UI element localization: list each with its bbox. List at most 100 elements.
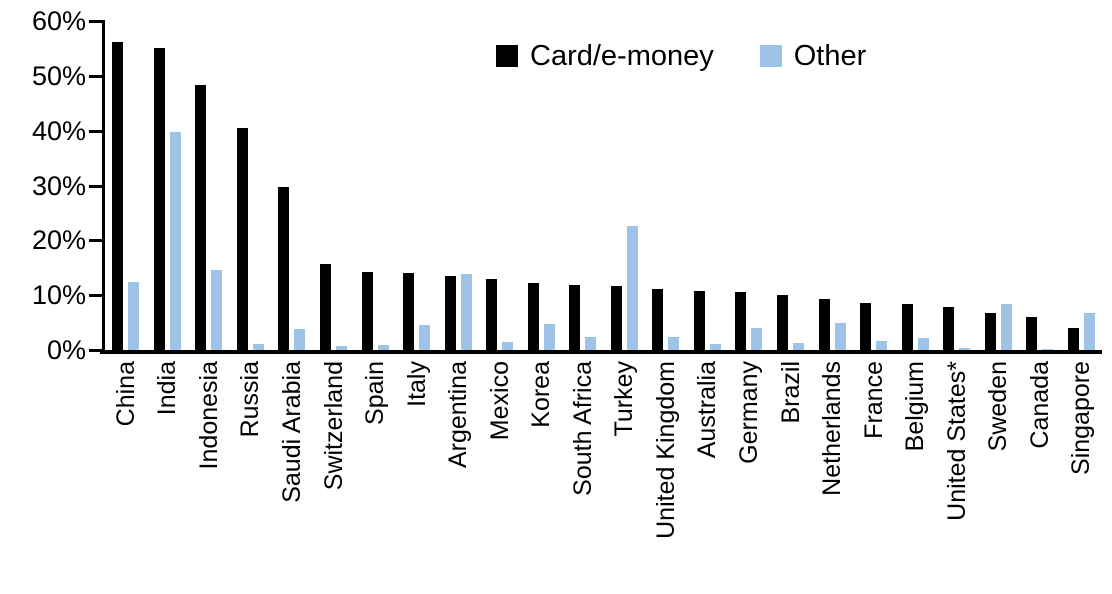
x-axis-label: Belgium — [901, 361, 930, 452]
bar-other-singapore — [1084, 313, 1095, 350]
x-axis-label: Sweden — [984, 361, 1013, 452]
y-tick-mark — [89, 349, 105, 352]
bar-other-united-kingdom — [668, 337, 679, 350]
bar-card-e-money-turkey — [611, 286, 622, 350]
x-label-cell: United Kingdom — [645, 361, 687, 591]
bar-other-south-africa — [585, 337, 596, 350]
x-label-cell: Russia — [230, 361, 272, 591]
x-axis-label: Singapore — [1067, 361, 1096, 475]
x-label-cell: South Africa — [562, 361, 604, 591]
bar-card-e-money-indonesia — [195, 85, 206, 350]
x-label-cell: Turkey — [604, 361, 646, 591]
x-axis-label: Netherlands — [818, 361, 847, 496]
y-tick-mark — [89, 294, 105, 298]
bar-other-argentina — [461, 274, 472, 350]
bar-other-france — [876, 341, 887, 350]
bar-card-e-money-sweden — [985, 313, 996, 350]
bar-other-australia — [710, 344, 721, 350]
x-label-cell: India — [147, 361, 189, 591]
legend-label: Card/e-money — [530, 40, 714, 72]
x-axis-label: Indonesia — [194, 361, 223, 470]
bar-card-e-money-mexico — [486, 279, 497, 350]
y-tick-label: 50% — [31, 60, 86, 91]
bar-card-e-money-brazil — [777, 295, 788, 350]
other-swatch-icon — [759, 45, 782, 67]
y-axis-line — [102, 21, 105, 354]
x-label-cell: Mexico — [479, 361, 521, 591]
bar-card-e-money-australia — [694, 291, 705, 350]
bar-other-spain — [378, 345, 389, 350]
y-tick-mark — [89, 74, 105, 78]
y-tick-label: 20% — [31, 225, 86, 256]
x-axis-line — [100, 350, 1102, 354]
x-axis-label: Spain — [361, 361, 390, 425]
bar-card-e-money-singapore — [1068, 328, 1079, 350]
bar-card-e-money-korea — [528, 283, 539, 350]
x-label-cell: Germany — [728, 361, 770, 591]
bar-other-korea — [544, 324, 555, 350]
x-axis-label: United Kingdom — [651, 361, 680, 539]
x-axis-label: Argentina — [444, 361, 473, 469]
bar-card-e-money-russia — [237, 128, 248, 350]
bar-other-italy — [419, 325, 430, 350]
bar-card-e-money-spain — [362, 272, 373, 350]
x-label-cell: Spain — [354, 361, 396, 591]
x-axis-label: United States* — [942, 361, 971, 521]
legend-item-card-e-money: Card/e-money — [496, 40, 714, 72]
x-axis-label: Mexico — [485, 361, 514, 441]
x-label-cell: Belgium — [894, 361, 936, 591]
x-axis-label: Italy — [402, 361, 431, 407]
bar-other-germany — [751, 328, 762, 350]
bar-card-e-money-switzerland — [320, 264, 331, 350]
legend-label: Other — [793, 40, 867, 72]
x-axis-label: Saudi Arabia — [277, 361, 306, 503]
x-axis-label: Korea — [527, 361, 556, 428]
bar-card-e-money-france — [860, 303, 871, 350]
bar-other-canada — [1042, 349, 1053, 350]
y-tick-mark — [89, 184, 105, 188]
x-axis-label: South Africa — [568, 361, 597, 496]
x-axis-label: Germany — [734, 361, 763, 464]
x-label-cell: Netherlands — [811, 361, 853, 591]
x-label-cell: Australia — [687, 361, 729, 591]
bar-other-mexico — [502, 342, 513, 350]
legend: Card/e-money Other — [496, 40, 866, 72]
x-label-cell: Italy — [396, 361, 438, 591]
x-label-cell: Brazil — [770, 361, 812, 591]
x-label-cell: Canada — [1019, 361, 1061, 591]
x-axis-label: India — [153, 361, 182, 416]
x-axis-label: Canada — [1025, 361, 1054, 449]
x-label-cell: Argentina — [437, 361, 479, 591]
x-label-cell: Korea — [520, 361, 562, 591]
y-tick-mark — [89, 239, 105, 243]
bar-other-belgium — [918, 338, 929, 350]
bar-card-e-money-belgium — [902, 304, 913, 350]
x-axis-label: Switzerland — [319, 361, 348, 491]
bar-other-united-states- — [959, 348, 970, 350]
x-axis-label: Brazil — [776, 361, 805, 424]
bar-other-sweden — [1001, 304, 1012, 350]
x-axis-label: Turkey — [610, 361, 639, 437]
card-e-money-swatch-icon — [496, 45, 518, 67]
x-label-cell: Saudi Arabia — [271, 361, 313, 591]
x-axis-label: China — [111, 361, 140, 427]
x-label-cell: United States* — [936, 361, 978, 591]
bar-card-e-money-argentina — [445, 276, 456, 350]
bar-card-e-money-germany — [735, 292, 746, 350]
x-axis-label: France — [859, 361, 888, 439]
bar-card-e-money-india — [154, 48, 165, 350]
bar-card-e-money-saudi-arabia — [278, 187, 289, 350]
x-label-cell: France — [853, 361, 895, 591]
x-label-cell: China — [105, 361, 147, 591]
x-label-cell: Switzerland — [313, 361, 355, 591]
bar-other-india — [170, 132, 181, 350]
bar-card-e-money-united-kingdom — [652, 289, 663, 350]
x-label-cell: Sweden — [977, 361, 1019, 591]
bar-other-russia — [253, 344, 264, 350]
bar-card-e-money-canada — [1026, 317, 1037, 350]
y-tick-mark — [89, 20, 105, 23]
y-tick-mark — [89, 129, 105, 133]
y-tick-label: 30% — [31, 170, 86, 201]
x-label-cell: Indonesia — [188, 361, 230, 591]
